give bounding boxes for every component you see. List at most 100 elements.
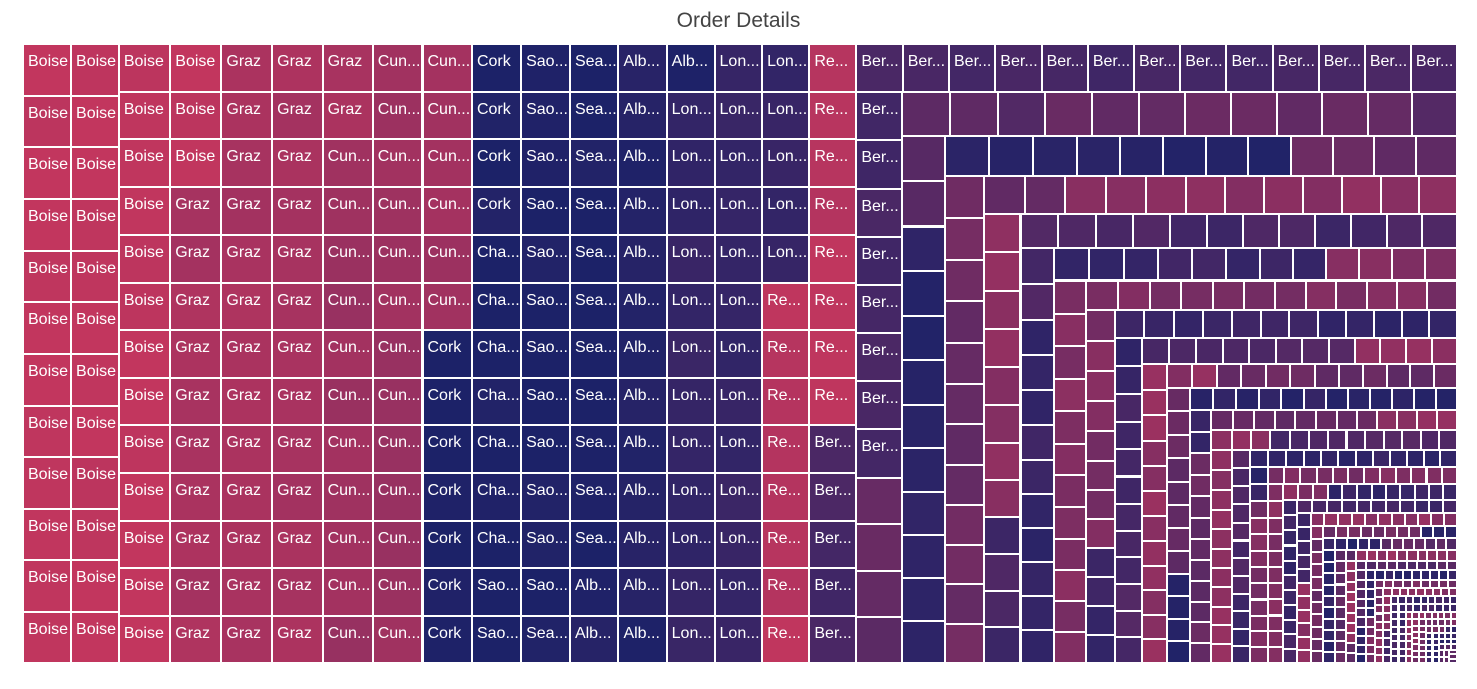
treemap-tile[interactable]	[1259, 248, 1294, 281]
treemap-tile[interactable]	[1336, 409, 1357, 431]
treemap-tile[interactable]	[1431, 337, 1457, 364]
treemap-tile[interactable]	[1390, 596, 1399, 605]
treemap-tile[interactable]	[1431, 513, 1445, 527]
treemap-tile[interactable]	[1267, 534, 1283, 551]
treemap-tile[interactable]: Re...	[809, 282, 857, 331]
treemap-tile[interactable]	[1419, 619, 1426, 627]
treemap-tile[interactable]: Graz	[272, 282, 323, 331]
treemap-tile[interactable]: Alb...	[618, 615, 667, 663]
treemap-tile[interactable]: Graz	[170, 520, 222, 569]
treemap-tile[interactable]	[1356, 617, 1366, 627]
treemap-tile[interactable]	[1323, 629, 1336, 641]
treemap-tile[interactable]: Alb...	[569, 615, 619, 663]
treemap-tile[interactable]	[1419, 656, 1427, 663]
treemap-tile[interactable]: Graz	[272, 187, 323, 235]
treemap-tile[interactable]	[1405, 596, 1414, 605]
treemap-tile[interactable]: Cun...	[422, 282, 472, 331]
treemap-tile[interactable]	[1166, 504, 1190, 528]
treemap-tile[interactable]	[1397, 526, 1410, 539]
treemap-tile[interactable]	[1054, 443, 1086, 476]
treemap-tile[interactable]	[1335, 652, 1346, 663]
treemap-tile[interactable]: Graz	[322, 91, 373, 140]
treemap-tile[interactable]	[1268, 449, 1286, 468]
treemap-tile[interactable]: Alb...	[618, 520, 667, 569]
treemap-tile[interactable]	[1250, 534, 1268, 551]
treemap-tile[interactable]	[1231, 628, 1251, 646]
treemap-tile[interactable]	[1189, 496, 1212, 518]
treemap-tile[interactable]: Graz	[221, 377, 273, 426]
treemap-tile[interactable]	[1425, 619, 1433, 627]
treemap-tile[interactable]	[1163, 135, 1206, 177]
treemap-tile[interactable]	[1297, 499, 1313, 514]
treemap-tile[interactable]	[1310, 538, 1324, 552]
treemap-tile[interactable]	[1141, 389, 1167, 416]
treemap-tile[interactable]	[1020, 248, 1055, 285]
treemap-tile[interactable]	[1423, 449, 1441, 468]
treemap-tile[interactable]	[1114, 503, 1142, 531]
treemap-tile[interactable]	[1211, 529, 1232, 549]
treemap-tile[interactable]	[944, 584, 985, 624]
treemap-tile[interactable]	[1348, 467, 1365, 485]
treemap-tile[interactable]	[1438, 650, 1444, 657]
treemap-tile[interactable]	[1383, 596, 1391, 605]
treemap-tile[interactable]: Lon...	[714, 377, 763, 426]
treemap-tile[interactable]	[1250, 583, 1268, 600]
treemap-tile[interactable]: Boise	[118, 139, 171, 188]
treemap-tile[interactable]	[1397, 409, 1418, 431]
treemap-tile[interactable]	[984, 213, 1021, 253]
treemap-tile[interactable]	[1405, 604, 1414, 612]
treemap-tile[interactable]: Re...	[762, 282, 810, 331]
treemap-tile[interactable]: Cha...	[471, 282, 522, 331]
treemap-tile[interactable]: Graz	[272, 425, 323, 473]
treemap-tile[interactable]	[1085, 490, 1115, 520]
treemap-tile[interactable]: Re...	[809, 187, 857, 235]
treemap-tile[interactable]: Ber...	[856, 44, 903, 93]
treemap-tile[interactable]	[856, 524, 903, 571]
treemap-tile[interactable]	[1399, 588, 1409, 597]
treemap-tile[interactable]: Sao...	[521, 234, 570, 283]
treemap-tile[interactable]: Sea...	[569, 425, 619, 473]
treemap-tile[interactable]	[1390, 641, 1399, 649]
treemap-tile[interactable]: Graz	[221, 139, 273, 188]
treemap-tile[interactable]	[984, 553, 1021, 591]
treemap-tile[interactable]	[1420, 430, 1439, 450]
treemap-tile[interactable]: Boise	[23, 302, 72, 354]
treemap-tile[interactable]	[1393, 579, 1403, 588]
treemap-tile[interactable]	[1412, 92, 1457, 136]
treemap-tile[interactable]: Graz	[272, 568, 323, 616]
treemap-tile[interactable]	[1282, 619, 1298, 635]
treemap-tile[interactable]	[1433, 526, 1446, 539]
treemap-tile[interactable]	[1166, 596, 1190, 619]
treemap-tile[interactable]: Lon...	[714, 330, 763, 378]
treemap-tile[interactable]	[1438, 611, 1445, 620]
treemap-tile[interactable]	[1335, 549, 1346, 562]
treemap-tile[interactable]	[1412, 625, 1420, 632]
treemap-tile[interactable]	[1297, 555, 1311, 569]
treemap-tile[interactable]	[1345, 602, 1357, 613]
treemap-tile[interactable]	[1114, 476, 1142, 504]
treemap-tile[interactable]: Re...	[809, 91, 857, 140]
treemap-tile[interactable]	[1141, 565, 1167, 591]
treemap-tile[interactable]	[1020, 390, 1055, 426]
treemap-tile[interactable]	[1267, 631, 1283, 648]
treemap-tile[interactable]: Ber...	[856, 188, 903, 237]
treemap-tile[interactable]	[1281, 387, 1304, 410]
treemap-tile[interactable]	[1418, 611, 1426, 620]
treemap-tile[interactable]: Ber...	[1272, 44, 1319, 93]
treemap-tile[interactable]	[1356, 589, 1366, 599]
treemap-tile[interactable]	[1054, 313, 1086, 347]
treemap-tile[interactable]: Ber...	[856, 381, 903, 430]
treemap-tile[interactable]	[1267, 599, 1283, 616]
treemap-tile[interactable]	[1402, 430, 1421, 450]
treemap-tile[interactable]: Sao...	[521, 282, 570, 331]
treemap-tile[interactable]	[1443, 656, 1450, 663]
treemap-tile[interactable]	[1439, 570, 1449, 580]
treemap-tile[interactable]	[1374, 621, 1384, 631]
treemap-tile[interactable]	[902, 491, 945, 536]
treemap-tile[interactable]	[1274, 409, 1296, 431]
treemap-tile[interactable]	[944, 464, 985, 505]
treemap-tile[interactable]	[1020, 284, 1055, 320]
treemap-tile[interactable]	[1412, 619, 1420, 626]
treemap-tile[interactable]: Graz	[221, 282, 273, 331]
treemap-tile[interactable]: Cha...	[471, 234, 522, 283]
